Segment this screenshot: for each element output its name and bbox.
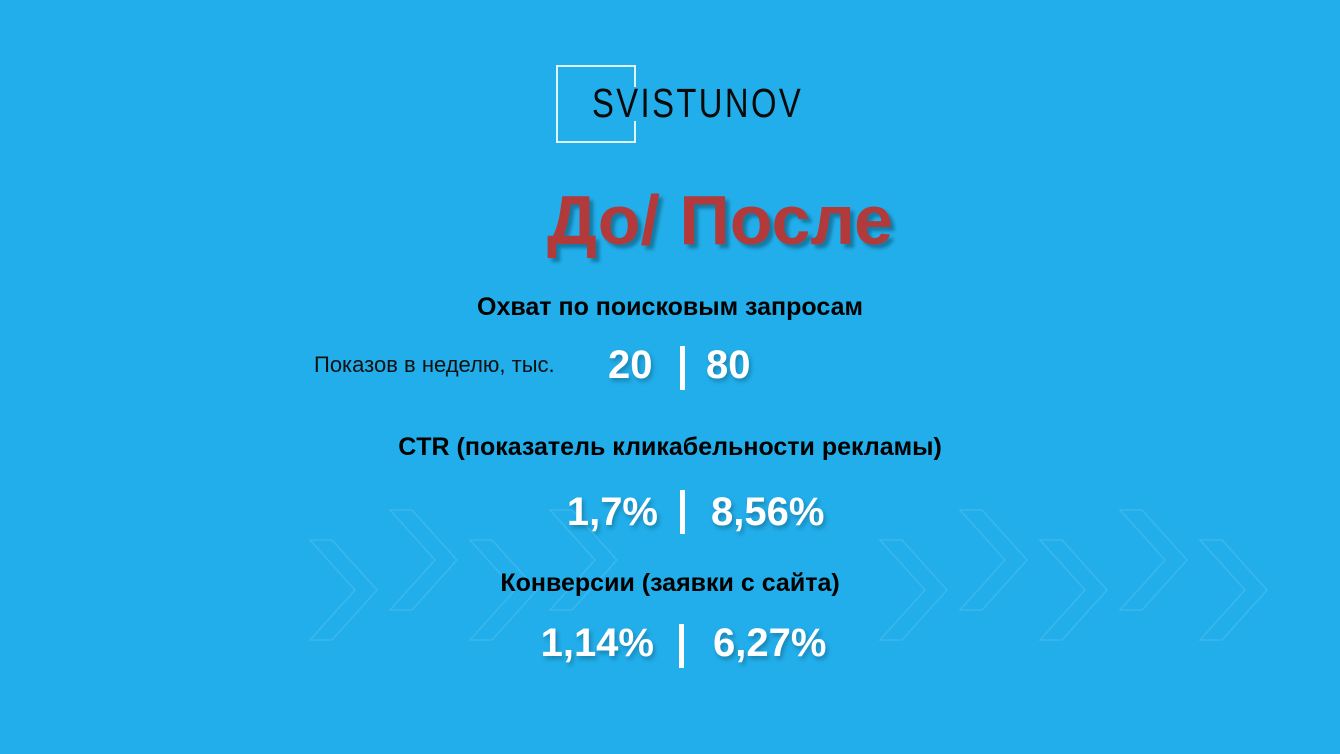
divider xyxy=(680,490,685,534)
reach-after: 80 xyxy=(706,343,751,387)
chevron-shape xyxy=(468,539,539,641)
divider xyxy=(680,346,685,390)
chevron-shape xyxy=(1198,539,1269,641)
page-title: До/ После xyxy=(547,181,893,259)
metric-heading-conversions: Конверсии (заявки с сайта) xyxy=(500,569,840,597)
chevron-shape xyxy=(958,509,1029,611)
ctr-before: 1,7% xyxy=(566,490,658,534)
chevron-shape xyxy=(1038,539,1109,641)
logo-frame xyxy=(556,65,636,143)
metric-heading-ctr: CTR (показатель кликабельности рекламы) xyxy=(398,433,942,461)
chevron-shape xyxy=(1118,509,1189,611)
chevron-shape xyxy=(878,539,949,641)
metric-label-impressions: Показов в неделю, тыс. xyxy=(314,352,555,377)
conversions-before: 1,14% xyxy=(540,621,654,665)
divider xyxy=(679,624,684,668)
chevron-shape xyxy=(308,539,379,641)
conversions-after: 6,27% xyxy=(713,621,827,665)
ctr-after: 8,56% xyxy=(711,490,825,534)
chevron-shape xyxy=(388,509,459,611)
logo: SVISTUNOV xyxy=(592,80,804,126)
chevron-shape xyxy=(548,509,619,611)
reach-before: 20 xyxy=(608,343,653,387)
metric-heading-reach: Охват по поисковым запросам xyxy=(477,293,863,321)
